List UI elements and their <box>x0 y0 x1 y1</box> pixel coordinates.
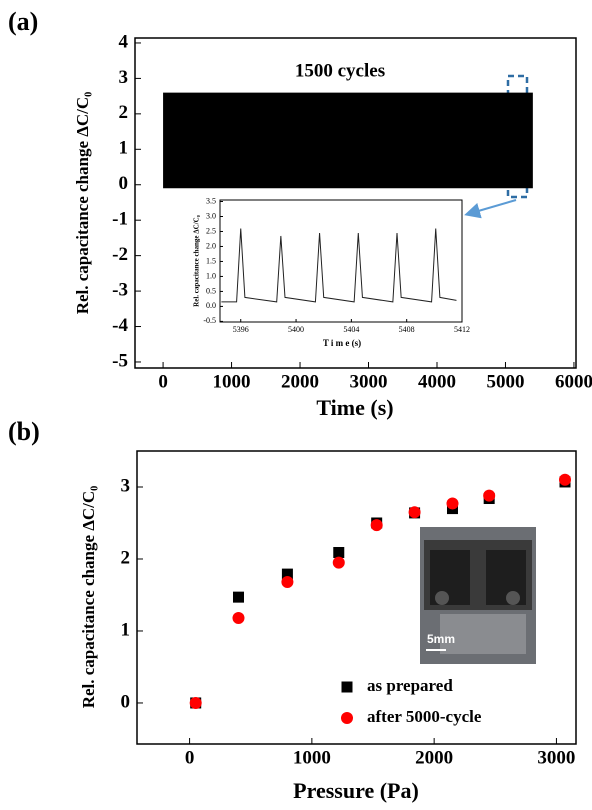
arrow <box>464 199 517 219</box>
y-axis-label: Rel. capacitance change ΔC/C₀ <box>79 486 98 709</box>
legend-marker <box>341 712 353 724</box>
y-tick-label: 0.5 <box>206 286 216 295</box>
marker <box>332 556 345 569</box>
x-tick-label: 2000 <box>415 747 453 768</box>
y-tick-label: 0 <box>121 691 131 712</box>
signal-line <box>221 228 457 303</box>
y-tick-label: 1.0 <box>206 271 216 280</box>
legend-marker <box>341 681 353 693</box>
marker <box>281 576 294 589</box>
x-tick-label: 6000 <box>555 371 592 392</box>
annotation: 1500 cycles <box>295 60 385 81</box>
y-tick-label: 0.0 <box>206 301 216 310</box>
marker <box>370 519 383 532</box>
x-tick-label: 3000 <box>537 747 575 768</box>
y-tick-label: -2 <box>112 244 128 265</box>
marker <box>408 506 421 519</box>
photo-label: 5mm <box>427 632 455 646</box>
y-tick-label: 2 <box>121 547 131 568</box>
marker <box>333 547 345 559</box>
x-axis-label: Pressure (Pa) <box>293 778 419 803</box>
x-tick-label: 5408 <box>399 325 415 334</box>
x-axis-label: Time (s) <box>316 395 393 420</box>
y-tick-label: -1 <box>112 209 128 230</box>
x-tick-label: 5400 <box>288 325 304 334</box>
y-tick-label: 2.0 <box>206 241 216 250</box>
x-tick-label: 2000 <box>281 371 319 392</box>
marker <box>558 473 571 486</box>
x-tick-label: 5404 <box>343 325 359 334</box>
y-tick-label: 3 <box>121 475 131 496</box>
marker <box>232 612 245 625</box>
marker <box>281 568 293 580</box>
plot-frame <box>136 450 577 745</box>
y-tick-label: -5 <box>112 350 128 371</box>
x-tick-label: 5412 <box>454 325 470 334</box>
y-tick-label: 2.5 <box>206 226 216 235</box>
plot-frame <box>134 37 577 369</box>
y-tick-label: -4 <box>112 315 128 336</box>
y-tick-label: 1 <box>121 619 131 640</box>
y-tick-label: 2 <box>119 102 129 123</box>
photo <box>420 527 536 664</box>
y-axis-label: Rel. capacitance change ΔC/C₀ <box>73 92 92 315</box>
marker <box>446 497 459 510</box>
y-tick-label: 3 <box>119 67 129 88</box>
y-tick-label: 3.0 <box>206 211 216 220</box>
marker <box>483 489 496 502</box>
y-tick-label: 4 <box>119 31 129 52</box>
x-tick-label: 1000 <box>213 371 251 392</box>
panel-label: (b) <box>8 417 40 446</box>
y-axis-label: Rel. capacitance change ΔC/C₀ <box>193 215 201 307</box>
y-tick-label: 0 <box>119 173 129 194</box>
marker <box>189 696 202 709</box>
x-tick-label: 4000 <box>418 371 456 392</box>
legend-label: as prepared <box>367 676 453 695</box>
legend-label: after 5000-cycle <box>367 707 482 726</box>
x-tick-label: 5000 <box>486 371 524 392</box>
x-axis-label: T i m e (s) <box>323 338 361 348</box>
x-tick-label: 0 <box>158 371 168 392</box>
marker <box>232 591 244 603</box>
x-tick-label: 1000 <box>293 747 331 768</box>
y-tick-label: -3 <box>112 279 128 300</box>
signal-band <box>163 92 533 189</box>
y-tick-label: 1 <box>119 138 129 159</box>
y-tick-label: -0.5 <box>203 316 216 325</box>
inset-background <box>220 200 462 322</box>
x-tick-label: 5396 <box>233 325 249 334</box>
y-tick-label: 1.5 <box>206 256 216 265</box>
x-tick-label: 3000 <box>350 371 388 392</box>
y-tick-label: 3.5 <box>206 196 216 205</box>
panel-label: (a) <box>8 7 38 36</box>
x-tick-label: 0 <box>185 747 195 768</box>
